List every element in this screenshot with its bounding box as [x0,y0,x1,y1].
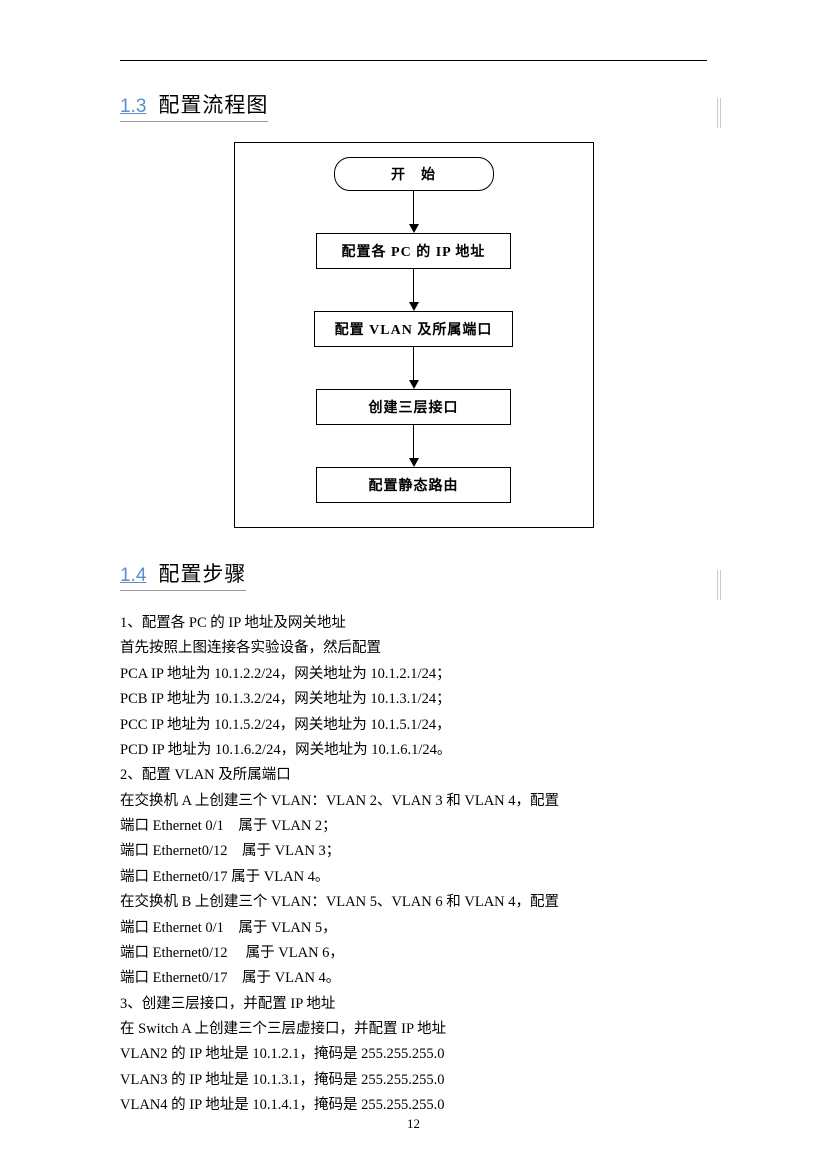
margin-mark [717,570,721,600]
body-line: 端口 Ethernet0/17 属于 VLAN 4。 [120,865,707,890]
body-line: 1、配置各 PC 的 IP 地址及网关地址 [120,611,707,636]
section-number: 1.3 [120,96,146,118]
flow-node-route: 配置静态路由 [316,467,511,503]
body-text: 1、配置各 PC 的 IP 地址及网关地址 首先按照上图连接各实验设备，然后配置… [120,611,707,1119]
section-heading-1-3: 1.3 配置流程图 [120,89,268,122]
flow-node-start: 开 始 [334,157,494,191]
flow-arrow-icon [409,191,419,233]
section-title: 配置步骤 [158,558,246,588]
flow-arrow-icon [409,425,419,467]
page-number: 12 [0,1116,827,1132]
flow-arrow-icon [409,269,419,311]
flow-node-ip: 配置各 PC 的 IP 地址 [316,233,511,269]
section-number: 1.4 [120,565,146,587]
margin-mark [717,98,721,128]
body-line: PCD IP 地址为 10.1.6.2/24，网关地址为 10.1.6.1/24… [120,738,707,763]
body-line: PCA IP 地址为 10.1.2.2/24，网关地址为 10.1.2.1/24… [120,662,707,687]
body-line: 在交换机 B 上创建三个 VLAN：VLAN 5、VLAN 6 和 VLAN 4… [120,890,707,915]
body-line: 在 Switch A 上创建三个三层虚接口，并配置 IP 地址 [120,1017,707,1042]
body-line: 首先按照上图连接各实验设备，然后配置 [120,636,707,661]
body-line: VLAN2 的 IP 地址是 10.1.2.1，掩码是 255.255.255.… [120,1042,707,1067]
body-line: VLAN3 的 IP 地址是 10.1.3.1，掩码是 255.255.255.… [120,1068,707,1093]
body-line: VLAN4 的 IP 地址是 10.1.4.1，掩码是 255.255.255.… [120,1093,707,1118]
header-rule [120,60,707,61]
flow-arrow-icon [409,347,419,389]
flow-node-vlan: 配置 VLAN 及所属端口 [314,311,514,347]
flowchart-container: 开 始 配置各 PC 的 IP 地址 配置 VLAN 及所属端口 创建三层接口 … [234,142,594,528]
body-line: 端口 Ethernet0/12 属于 VLAN 6， [120,941,707,966]
body-line: PCB IP 地址为 10.1.3.2/24，网关地址为 10.1.3.1/24… [120,687,707,712]
flow-node-l3: 创建三层接口 [316,389,511,425]
body-line: 端口 Ethernet 0/1 属于 VLAN 5， [120,916,707,941]
body-line: 在交换机 A 上创建三个 VLAN：VLAN 2、VLAN 3 和 VLAN 4… [120,789,707,814]
document-page: 1.3 配置流程图 开 始 配置各 PC 的 IP 地址 配置 VLAN 及所属… [0,0,827,1170]
section-heading-1-4: 1.4 配置步骤 [120,558,246,591]
body-line: 3、创建三层接口，并配置 IP 地址 [120,992,707,1017]
body-line: 端口 Ethernet 0/1 属于 VLAN 2； [120,814,707,839]
body-line: 端口 Ethernet0/17 属于 VLAN 4。 [120,966,707,991]
body-line: 2、配置 VLAN 及所属端口 [120,763,707,788]
body-line: PCC IP 地址为 10.1.5.2/24，网关地址为 10.1.5.1/24… [120,713,707,738]
body-line: 端口 Ethernet0/12 属于 VLAN 3； [120,839,707,864]
section-title: 配置流程图 [158,89,268,119]
